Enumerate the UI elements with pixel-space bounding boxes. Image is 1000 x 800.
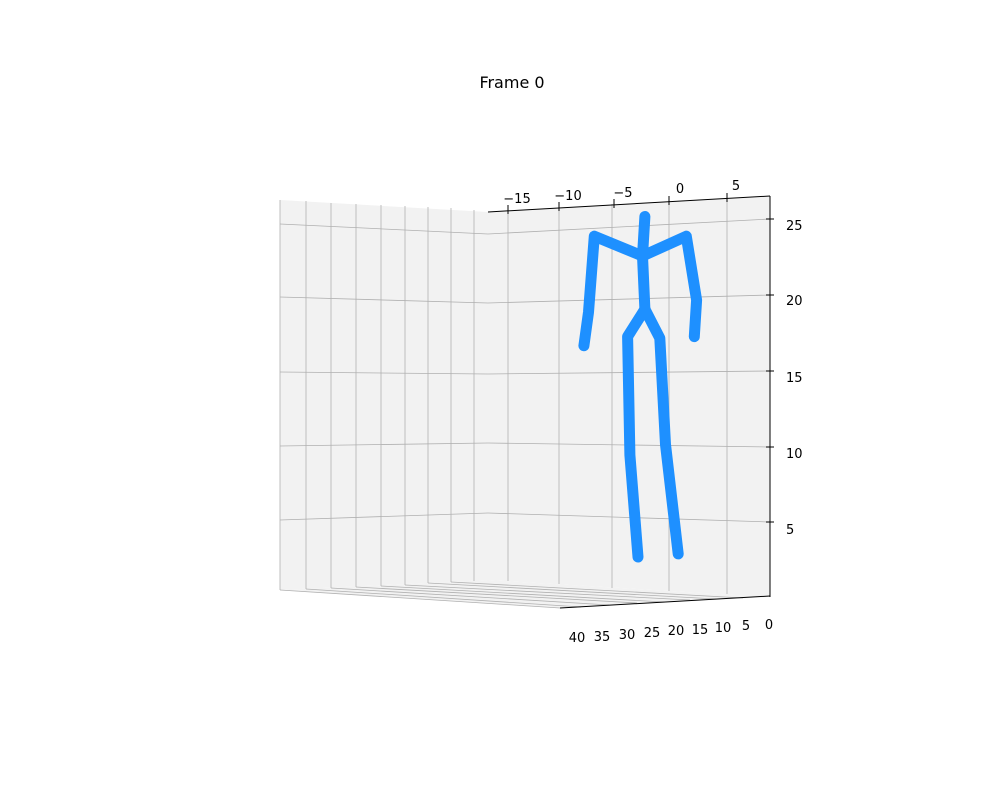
- z-axis-ticks: 5 10 15 20 25: [766, 218, 803, 538]
- z-tick-label: 5: [786, 523, 794, 538]
- x-tick-label: −10: [554, 189, 581, 204]
- z-tick-label: 20: [786, 294, 803, 309]
- skeleton: [578, 211, 703, 563]
- x-axis-line: [487, 195, 771, 213]
- x-tick-label: −5: [613, 186, 632, 201]
- depth-tick-label: 5: [742, 619, 750, 634]
- depth-tick-label: 10: [715, 621, 732, 636]
- side-pane: [280, 200, 488, 590]
- skeleton-bone-0: [637, 211, 651, 315]
- skeleton-bone-3: [622, 303, 651, 563]
- z-tick-label: 10: [786, 447, 803, 462]
- skeleton-bone-4: [639, 303, 684, 560]
- depth-tick-label: 15: [692, 623, 709, 638]
- depth-tick-label: 25: [644, 626, 661, 641]
- grid-lines: [279, 198, 771, 609]
- x-tick-label: 0: [676, 182, 684, 197]
- depth-tick-label: 35: [594, 630, 611, 645]
- depth-tick-label: 30: [619, 628, 636, 643]
- chart-title: Frame 0: [479, 73, 544, 92]
- depth-axis-ticks: 40 35 30 25 20 15 10 5 0: [569, 618, 773, 646]
- x-tick-label: −15: [503, 192, 530, 207]
- skeleton-bone-2: [637, 230, 703, 343]
- x-tick-label: 5: [732, 179, 740, 194]
- skeleton-bone-1: [578, 230, 648, 352]
- x-axis-ticks: −15 −10 −5 0 5: [503, 179, 740, 214]
- depth-tick-label: 0: [765, 618, 773, 633]
- depth-axis-line: [559, 595, 771, 609]
- depth-tick-label: 40: [569, 631, 586, 646]
- z-tick-label: 25: [786, 219, 803, 234]
- depth-tick-label: 20: [668, 624, 685, 639]
- z-tick-label: 15: [786, 371, 803, 386]
